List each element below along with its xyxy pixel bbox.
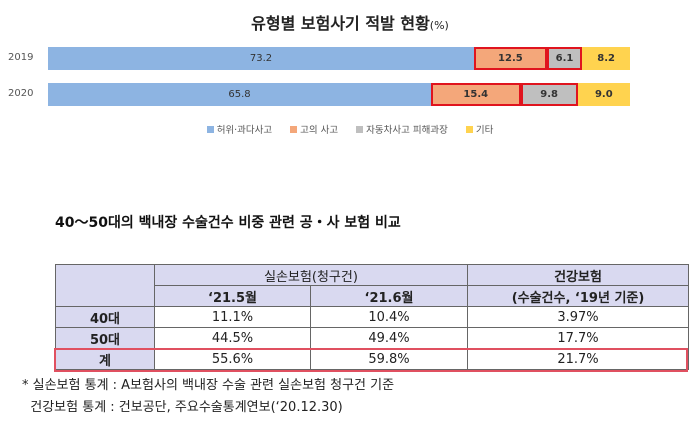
table-title: 40～50대의 백내장 수술건수 비중 관련 공・사 보험 비교 bbox=[55, 215, 401, 231]
chart-title-unit: (%) bbox=[429, 19, 449, 32]
corner-cell bbox=[55, 264, 155, 307]
legend-label: 기타 bbox=[475, 125, 494, 136]
table-row: 50대 44.5% 49.4% 17.7% bbox=[55, 327, 689, 349]
cell: 49.4% bbox=[310, 327, 468, 349]
legend-item: 자동차사고 피해과장 bbox=[356, 122, 448, 136]
bar-segment: 65.8 bbox=[48, 83, 431, 106]
legend-item: 기타 bbox=[465, 122, 494, 136]
legend-swatch bbox=[465, 125, 473, 133]
legend-label: 허위·과다사고 bbox=[216, 125, 273, 136]
header-group1: 실손보험(청구건) bbox=[154, 264, 468, 286]
bar-segment: 12.5 bbox=[474, 47, 547, 70]
legend-swatch bbox=[356, 125, 364, 133]
row-label: 계 bbox=[55, 348, 155, 370]
cell: 3.97% bbox=[467, 306, 689, 328]
table-row: 계 55.6% 59.8% 21.7% bbox=[55, 348, 689, 370]
bar-2019: 73.2 12.5 6.1 8.2 bbox=[48, 47, 630, 70]
category-label: 2019 bbox=[8, 52, 34, 63]
footnote-1: * 실손보험 통계 : A보험사의 백내장 수술 관련 실손보험 청구건 기준 bbox=[22, 378, 395, 393]
cell: 44.5% bbox=[154, 327, 311, 349]
bar-segment: 9.8 bbox=[520, 83, 578, 106]
row-label: 50대 bbox=[55, 327, 155, 349]
chart-title-text: 유형별 보험사기 적발 현황 bbox=[251, 14, 430, 33]
header-may: ‘21.5월 bbox=[154, 285, 311, 307]
chart-legend: 허위·과다사고 고의 사고 자동차사고 피해과장 기타 bbox=[0, 122, 700, 136]
bar-segment: 9.0 bbox=[577, 83, 630, 106]
chart-title: 유형별 보험사기 적발 현황(%) bbox=[0, 10, 700, 34]
highlight-box bbox=[54, 348, 688, 372]
cell: 17.7% bbox=[467, 327, 689, 349]
table-row: 40대 11.1% 10.4% 3.97% bbox=[55, 306, 689, 328]
bar-2020: 65.8 15.4 9.8 9.0 bbox=[48, 83, 630, 106]
cell: 10.4% bbox=[310, 306, 468, 328]
bar-segment: 15.4 bbox=[430, 83, 521, 106]
legend-label: 고의 사고 bbox=[300, 125, 339, 136]
footnote-2: 건강보험 통계 : 건보공단, 주요수술통계연보(‘20.12.30) bbox=[22, 400, 343, 415]
legend-swatch bbox=[290, 125, 298, 133]
legend-swatch bbox=[206, 125, 214, 133]
header-june: ‘21.6월 bbox=[310, 285, 468, 307]
row-label: 40대 bbox=[55, 306, 155, 328]
cell: 11.1% bbox=[154, 306, 311, 328]
bar-segment: 8.2 bbox=[582, 47, 630, 70]
cell: 59.8% bbox=[310, 348, 468, 370]
header-group2: 건강보험 bbox=[467, 264, 689, 286]
legend-label: 자동차사고 피해과장 bbox=[366, 125, 448, 136]
header-group2-sub: (수술건수, ‘19년 기준) bbox=[467, 285, 689, 307]
legend-item: 고의 사고 bbox=[290, 122, 338, 136]
category-label: 2020 bbox=[8, 88, 34, 99]
comparison-table: 실손보험(청구건) 건강보험 ‘21.5월 ‘21.6월 (수술건수, ‘19년… bbox=[55, 264, 689, 370]
bar-segment: 73.2 bbox=[48, 47, 475, 70]
legend-item: 허위·과다사고 bbox=[206, 122, 273, 136]
bar-segment: 6.1 bbox=[546, 47, 583, 70]
